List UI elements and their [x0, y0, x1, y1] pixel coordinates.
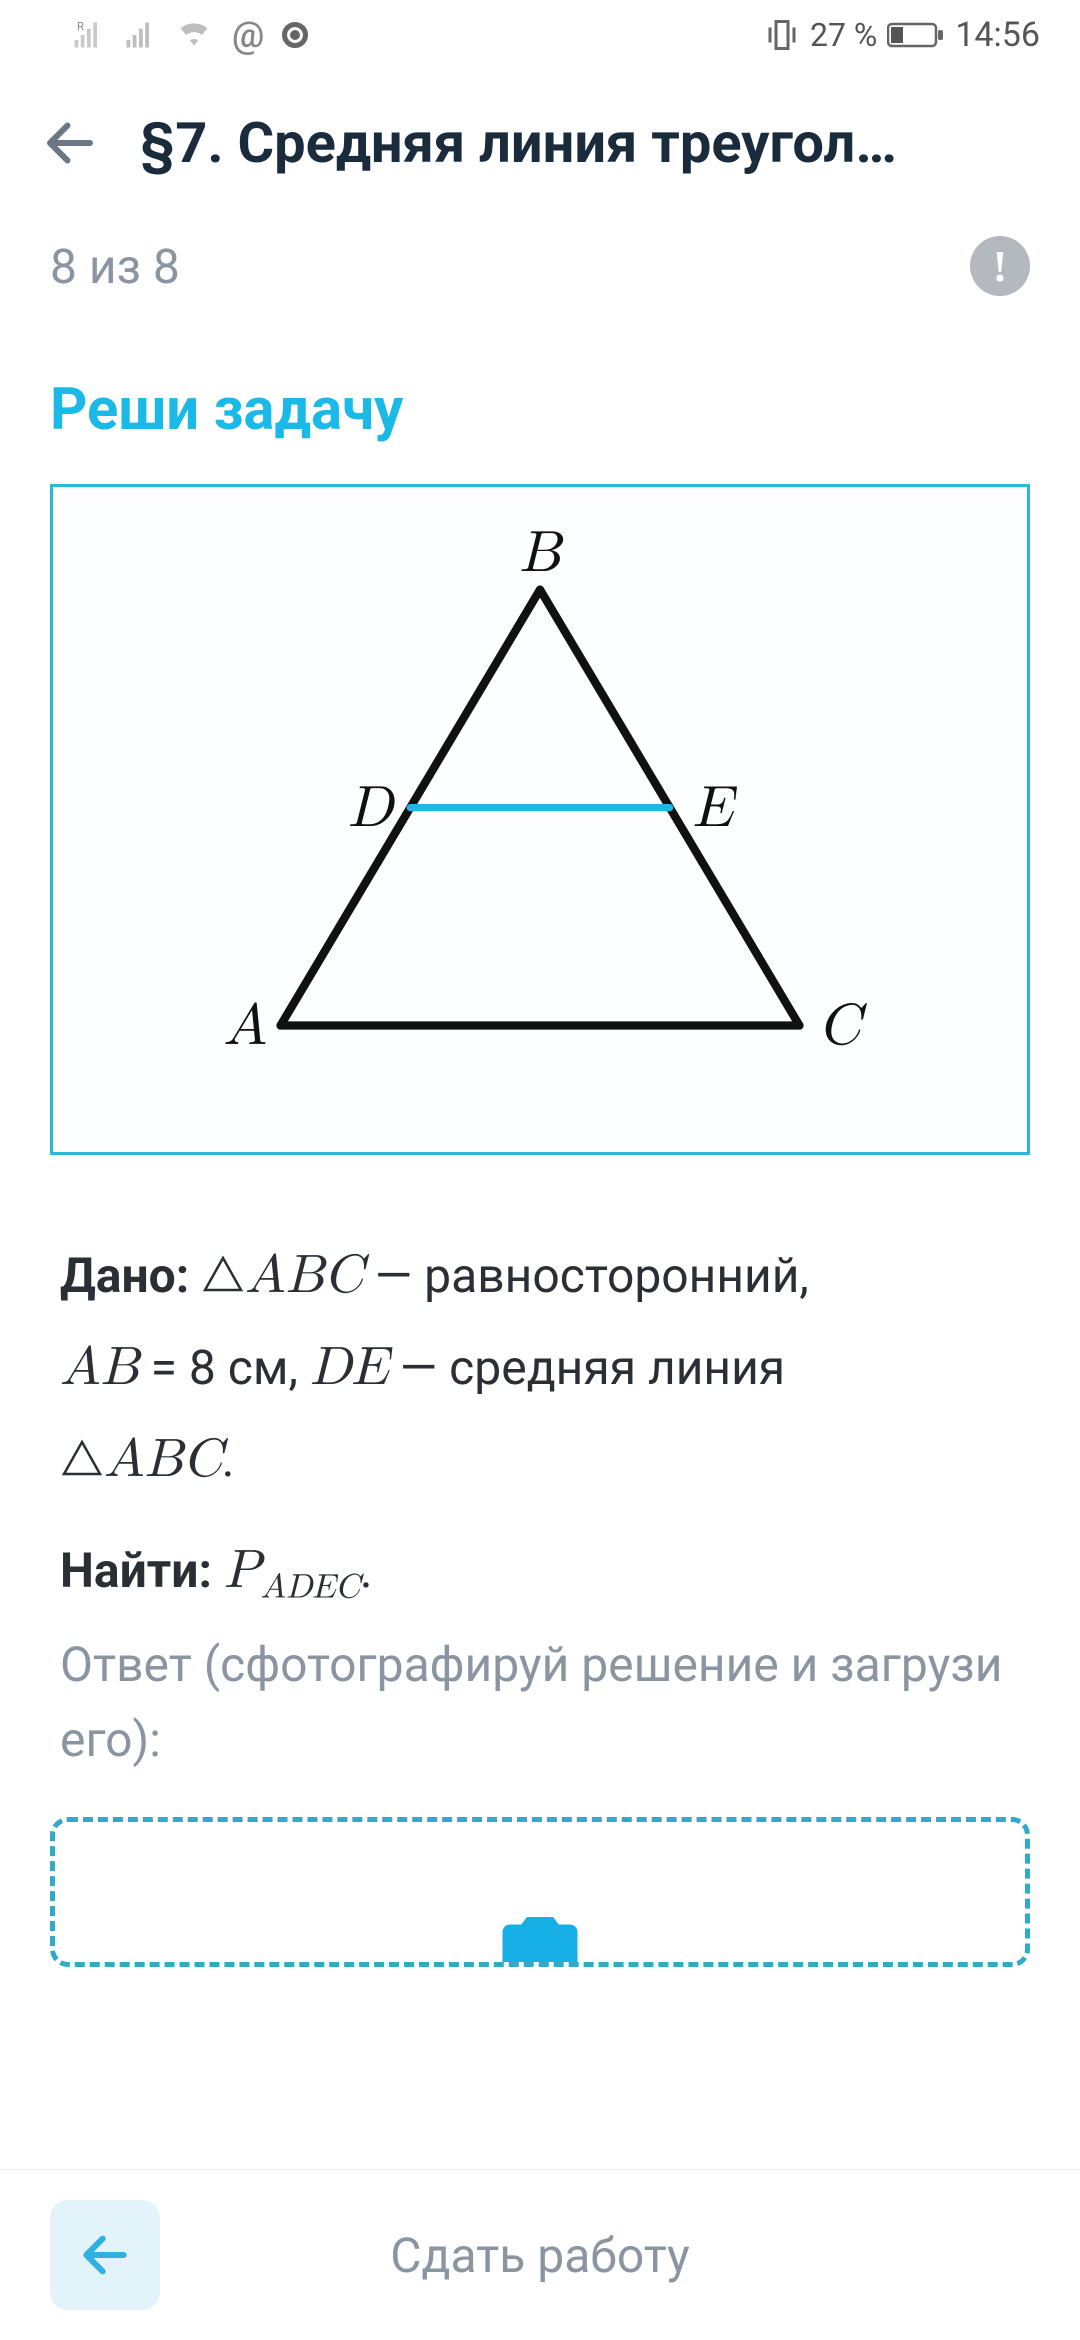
svg-text:D: D: [348, 780, 397, 838]
submit-button[interactable]: Сдать работу: [160, 2227, 1030, 2284]
given-eq: = 8 см,: [139, 1339, 310, 1396]
given-text-2: — средняя линия: [388, 1339, 785, 1396]
given-period: .: [222, 1431, 235, 1488]
app-header: §7. Средняя линия треугол…: [0, 70, 1080, 206]
wifi-icon: [174, 19, 214, 51]
diagram-frame: B A C D E: [50, 484, 1030, 1155]
page-title: §7. Средняя линия треугол…: [140, 110, 1040, 176]
status-right: 27 % 14:56: [764, 15, 1040, 55]
triangle-symbol-icon: [201, 1254, 245, 1294]
at-icon: @: [232, 14, 264, 56]
given-label: Дано:: [60, 1247, 189, 1304]
status-left: R @: [70, 14, 308, 56]
svg-text:R: R: [77, 20, 84, 33]
progress-row: 8 из 8 !: [0, 206, 1080, 316]
problem-text: Дано: ABC — равносторонний, AB = 8 см, D…: [0, 1155, 1080, 1777]
find-period: .: [360, 1542, 373, 1599]
svg-text:C: C: [818, 998, 867, 1056]
given-text-1: — равносторонний,: [363, 1247, 809, 1304]
triangle-abc-2: ABC: [104, 1433, 222, 1487]
signal-icon: [122, 20, 156, 50]
camera-icon: [495, 1902, 585, 1967]
signal-roaming-icon: R: [70, 20, 104, 50]
triangle-diagram: B A C D E: [73, 517, 1007, 1098]
prev-button[interactable]: [50, 2200, 160, 2310]
task-title: Реши задачу: [0, 316, 1080, 484]
bottom-bar: Сдать работу: [0, 2170, 1080, 2340]
upload-dropzone[interactable]: [50, 1817, 1030, 1967]
answer-hint: Ответ (сфотографируй решение и загрузи е…: [60, 1628, 1020, 1777]
svg-text:B: B: [519, 525, 564, 583]
status-bar: R @ 27 % 14:56: [0, 0, 1080, 70]
arrow-left-icon: [77, 2227, 133, 2283]
find-label: Найти:: [60, 1542, 212, 1599]
battery-icon: [887, 21, 945, 49]
info-badge[interactable]: !: [970, 236, 1030, 296]
svg-text:E: E: [693, 780, 738, 838]
perimeter-sub: ADEC: [261, 1571, 360, 1605]
back-icon[interactable]: [40, 113, 100, 173]
triangle-abc-1: ABC: [245, 1249, 363, 1303]
dot-icon: [282, 22, 308, 48]
svg-text:A: A: [223, 998, 267, 1056]
segment-ab: AB: [60, 1341, 139, 1395]
clock: 14:56: [955, 15, 1040, 55]
vibrate-icon: [764, 17, 800, 53]
perimeter-p: P: [224, 1544, 261, 1598]
segment-de: DE: [310, 1341, 388, 1395]
battery-percent: 27 %: [810, 16, 877, 54]
triangle-symbol-icon: [60, 1438, 104, 1478]
progress-counter: 8 из 8: [50, 238, 180, 295]
